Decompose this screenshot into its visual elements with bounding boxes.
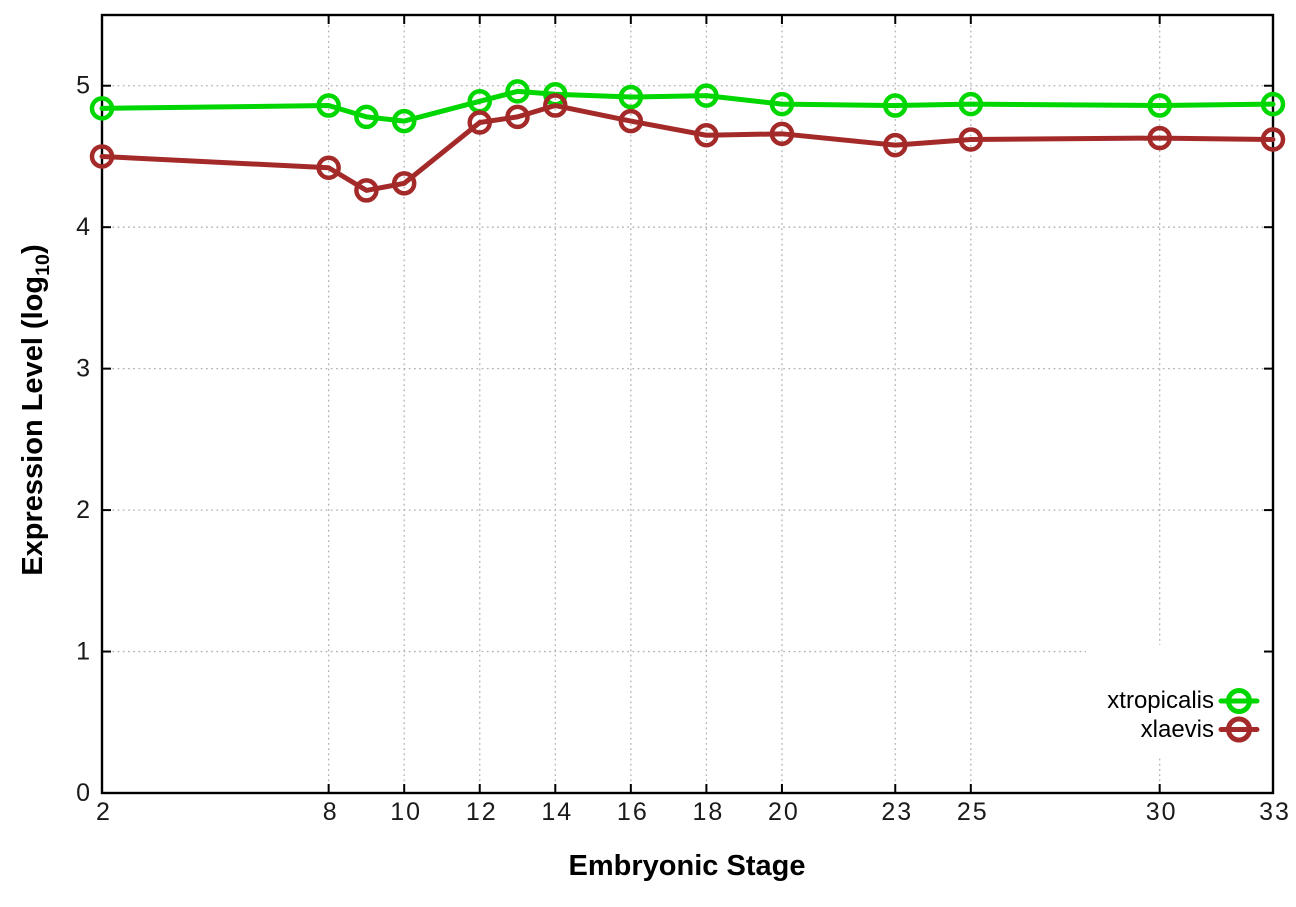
- data-point-marker: [391, 171, 417, 196]
- data-point-marker: [467, 110, 492, 135]
- data-point-marker: [1260, 127, 1286, 152]
- data-point-marker: [883, 93, 908, 118]
- data-point-marker: [354, 104, 379, 130]
- x-tick-label: 8: [323, 798, 339, 826]
- legend-label-xlaevis: xlaevis: [1140, 715, 1214, 743]
- data-point-marker: [618, 108, 644, 134]
- legend-marker-xtropicalis: [1226, 688, 1252, 714]
- y-tick-label: 5: [76, 72, 90, 100]
- series-line-xlaevis: [99, 103, 1276, 193]
- data-point-marker: [618, 84, 644, 110]
- y-tick-label: 4: [76, 213, 90, 241]
- data-point-marker: [505, 79, 530, 104]
- plot-border: [100, 13, 1275, 795]
- data-point-marker: [769, 91, 795, 117]
- data-point-marker: [316, 93, 341, 118]
- y-tick-label: 3: [76, 355, 90, 383]
- data-point-marker: [354, 178, 379, 203]
- legend-marker-xlaevis: [1226, 716, 1252, 743]
- data-point-marker: [694, 122, 719, 148]
- data-point-marker: [543, 93, 568, 118]
- x-tick-label: 10: [390, 798, 422, 826]
- x-tick-label: 20: [768, 798, 800, 826]
- x-axis-title: Embryonic Stage: [568, 850, 806, 882]
- series-line-xtropicalis: [99, 88, 1276, 124]
- data-point-marker: [391, 108, 417, 134]
- data-point-marker: [1147, 125, 1172, 151]
- y-axis-title-subscript: 10: [31, 253, 54, 276]
- data-point-marker: [883, 132, 908, 158]
- x-tick-label: 12: [466, 798, 498, 826]
- x-tick-label: 30: [1146, 798, 1178, 826]
- y-tick-label: 1: [76, 638, 90, 666]
- data-point-marker: [769, 121, 795, 147]
- x-tick-label: 23: [881, 798, 913, 826]
- data-point-marker: [89, 96, 115, 121]
- y-axis-title: Expression Level (log10): [17, 244, 55, 575]
- x-tick-label: 25: [957, 798, 989, 826]
- x-tick-label: 2: [96, 798, 112, 826]
- data-point-marker: [1147, 93, 1172, 118]
- x-tick-label: 33: [1259, 798, 1291, 826]
- data-point-marker: [694, 83, 719, 108]
- y-axis-title-text: Expression Level (log: [17, 275, 50, 576]
- data-point-marker: [958, 127, 984, 152]
- y-tick-label: 0: [76, 779, 90, 807]
- data-point-marker: [316, 155, 341, 181]
- x-tick-label: 18: [692, 798, 724, 826]
- x-tick-label: 14: [541, 798, 573, 826]
- y-axis-title-close: ): [17, 244, 50, 254]
- legend-label-xtropicalis: xtropicalis: [1107, 687, 1214, 714]
- data-point-marker: [1260, 91, 1286, 117]
- data-point-marker: [89, 144, 115, 169]
- y-tick-label: 2: [76, 496, 90, 524]
- data-point-marker: [958, 91, 984, 117]
- x-tick-label: 16: [617, 798, 649, 826]
- data-point-marker: [505, 104, 530, 130]
- legend: xtropicalis xlaevis: [1107, 687, 1214, 744]
